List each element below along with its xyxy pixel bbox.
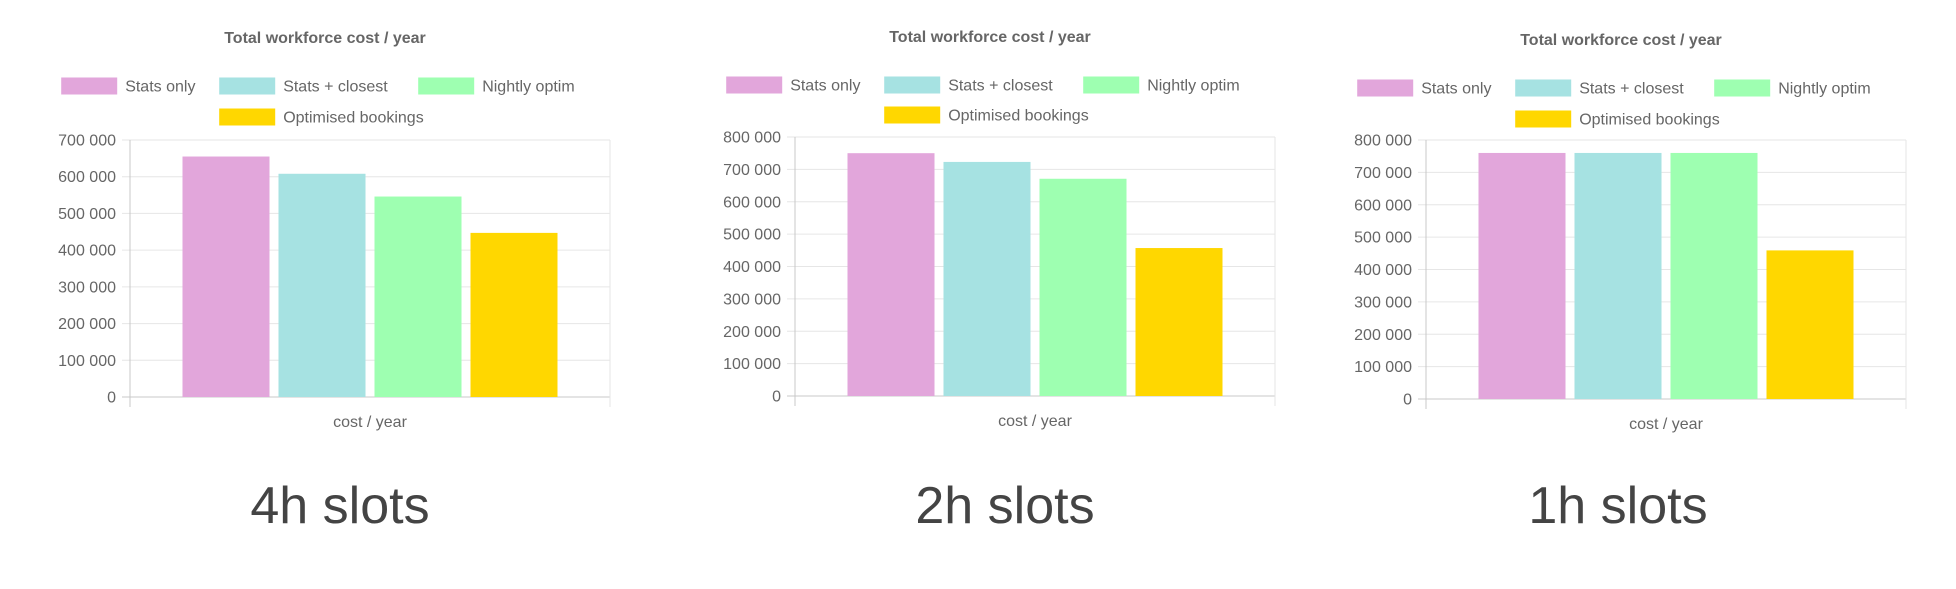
legend-swatch — [61, 77, 118, 95]
chart-title: Total workforce cost / year — [1520, 32, 1722, 49]
y-tick-label: 200 000 — [1354, 327, 1412, 344]
legend-label: Stats + closest — [1579, 81, 1684, 98]
chart-panel-4h: Total workforce cost / year Stats only Sta… — [0, 0, 640, 589]
bar-chart-1h: Total workforce cost / year Stats only Sta… — [1354, 32, 1907, 433]
bar — [847, 153, 935, 396]
chart-caption: 1h slots — [1528, 477, 1708, 535]
bar — [1039, 178, 1127, 396]
legend-swatch — [1083, 76, 1140, 94]
chart-caption: 2h slots — [915, 477, 1095, 535]
legend-label: Stats only — [790, 78, 860, 95]
chart-panel-2h: Total workforce cost / year Stats only Sta… — [665, 0, 1305, 589]
legend-swatch — [418, 77, 475, 95]
bar-chart-4h: Total workforce cost / year Stats only Sta… — [58, 30, 611, 431]
legend-label: Stats + closest — [948, 78, 1053, 95]
legend-swatch — [1515, 79, 1572, 97]
bar — [1478, 152, 1566, 399]
y-tick-label: 200 000 — [58, 316, 116, 333]
legend-swatch — [1515, 110, 1572, 128]
legend-label: Optimised bookings — [283, 110, 424, 127]
bar — [278, 173, 366, 397]
y-tick-label: 300 000 — [58, 279, 116, 296]
y-tick-label: 600 000 — [723, 194, 781, 211]
chart-panel-1h: Total workforce cost / year Stats only Sta… — [1298, 0, 1938, 589]
legend-swatch — [884, 76, 941, 94]
legend-swatch — [1714, 79, 1771, 97]
legend-label: Stats + closest — [283, 79, 388, 96]
x-tick-label: cost / year — [333, 414, 407, 431]
legend-swatch — [219, 108, 276, 126]
bar — [374, 196, 462, 397]
legend-swatch — [1357, 79, 1414, 97]
y-tick-label: 100 000 — [58, 353, 116, 370]
legend-label: Optimised bookings — [948, 108, 1089, 125]
y-tick-label: 0 — [772, 389, 781, 406]
y-tick-label: 0 — [1403, 392, 1412, 409]
legend-label: Optimised bookings — [1579, 112, 1720, 129]
legend-label: Stats only — [125, 79, 195, 96]
y-tick-label: 400 000 — [723, 259, 781, 276]
y-tick-label: 500 000 — [1354, 230, 1412, 247]
y-tick-label: 500 000 — [58, 206, 116, 223]
y-tick-label: 0 — [107, 390, 116, 407]
y-tick-label: 800 000 — [1354, 133, 1412, 150]
legend-swatch — [726, 76, 783, 94]
y-tick-label: 700 000 — [723, 162, 781, 179]
y-tick-label: 800 000 — [723, 130, 781, 147]
y-tick-label: 700 000 — [1354, 165, 1412, 182]
y-tick-label: 600 000 — [58, 169, 116, 186]
bar — [1135, 248, 1223, 396]
x-tick-label: cost / year — [998, 413, 1072, 430]
bar — [943, 161, 1031, 396]
bar — [1766, 250, 1854, 399]
bar — [1574, 152, 1662, 399]
chart-title: Total workforce cost / year — [889, 29, 1091, 46]
chart-caption: 4h slots — [250, 477, 430, 535]
y-tick-label: 300 000 — [723, 291, 781, 308]
y-tick-label: 400 000 — [58, 243, 116, 260]
bar-chart-2h: Total workforce cost / year Stats only Sta… — [723, 29, 1276, 430]
y-tick-label: 400 000 — [1354, 262, 1412, 279]
bar — [1670, 152, 1758, 399]
bar — [182, 156, 270, 397]
y-tick-label: 300 000 — [1354, 294, 1412, 311]
y-tick-label: 600 000 — [1354, 197, 1412, 214]
x-tick-label: cost / year — [1629, 416, 1703, 433]
bar — [470, 232, 558, 397]
legend-label: Nightly optim — [1778, 81, 1870, 98]
legend-swatch — [884, 106, 941, 124]
y-tick-label: 100 000 — [1354, 359, 1412, 376]
y-tick-label: 500 000 — [723, 227, 781, 244]
legend-label: Stats only — [1421, 81, 1491, 98]
legend-label: Nightly optim — [482, 79, 574, 96]
y-tick-label: 100 000 — [723, 356, 781, 373]
y-tick-label: 700 000 — [58, 133, 116, 150]
legend-label: Nightly optim — [1147, 78, 1239, 95]
legend-swatch — [219, 77, 276, 95]
chart-title: Total workforce cost / year — [224, 30, 426, 47]
y-tick-label: 200 000 — [723, 324, 781, 341]
